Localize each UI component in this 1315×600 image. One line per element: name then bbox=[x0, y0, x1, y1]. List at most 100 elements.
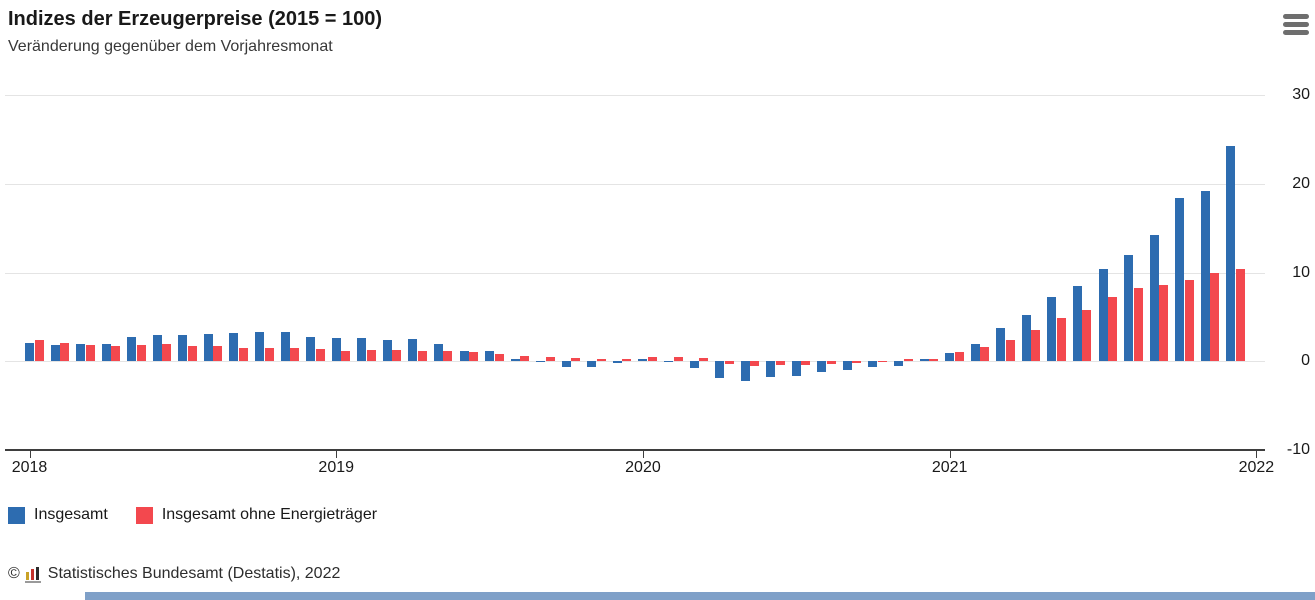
bar-insgesamt-ohne-energietraeger-2019-09[interactable] bbox=[545, 356, 555, 362]
bar-insgesamt-2019-07[interactable] bbox=[485, 351, 495, 362]
bar-insgesamt-2021-03[interactable] bbox=[996, 328, 1006, 362]
bar-insgesamt-ohne-energietraeger-2020-09[interactable] bbox=[852, 361, 862, 364]
bar-insgesamt-2019-03[interactable] bbox=[382, 339, 392, 362]
bar-insgesamt-ohne-energietraeger-2018-10[interactable] bbox=[264, 347, 274, 362]
bar-insgesamt-ohne-energietraeger-2018-05[interactable] bbox=[136, 345, 146, 362]
bar-insgesamt-2020-05[interactable] bbox=[740, 361, 750, 381]
bar-insgesamt-2019-06[interactable] bbox=[459, 350, 469, 362]
bar-insgesamt-ohne-energietraeger-2018-09[interactable] bbox=[238, 347, 248, 362]
bar-insgesamt-ohne-energietraeger-2019-03[interactable] bbox=[392, 349, 402, 362]
bar-insgesamt-2019-01[interactable] bbox=[331, 338, 341, 362]
bar-insgesamt-ohne-energietraeger-2019-11[interactable] bbox=[596, 358, 606, 362]
bar-insgesamt-ohne-energietraeger-2018-01[interactable] bbox=[34, 339, 44, 362]
bar-insgesamt-2021-08[interactable] bbox=[1124, 254, 1134, 362]
bar-insgesamt-ohne-energietraeger-2020-11[interactable] bbox=[903, 359, 913, 362]
bar-insgesamt-ohne-energietraeger-2018-12[interactable] bbox=[315, 348, 325, 362]
bar-insgesamt-ohne-energietraeger-2021-06[interactable] bbox=[1082, 309, 1092, 362]
bar-insgesamt-ohne-energietraeger-2021-01[interactable] bbox=[954, 352, 964, 362]
bar-insgesamt-ohne-energietraeger-2020-08[interactable] bbox=[826, 361, 836, 364]
bar-insgesamt-ohne-energietraeger-2021-08[interactable] bbox=[1133, 287, 1143, 362]
bar-insgesamt-ohne-energietraeger-2020-04[interactable] bbox=[724, 361, 734, 364]
legend: Insgesamt Insgesamt ohne Energieträger bbox=[8, 506, 377, 524]
bar-insgesamt-ohne-energietraeger-2021-10[interactable] bbox=[1184, 279, 1194, 362]
bar-insgesamt-2018-05[interactable] bbox=[127, 337, 137, 362]
bar-insgesamt-2021-09[interactable] bbox=[1149, 235, 1159, 362]
bar-insgesamt-ohne-energietraeger-2019-05[interactable] bbox=[443, 351, 453, 362]
bar-insgesamt-2018-09[interactable] bbox=[229, 332, 239, 362]
bar-insgesamt-ohne-energietraeger-2020-05[interactable] bbox=[750, 361, 760, 366]
bar-insgesamt-ohne-energietraeger-2020-10[interactable] bbox=[877, 361, 887, 363]
bar-insgesamt-2019-09[interactable] bbox=[536, 361, 546, 363]
bar-insgesamt-2019-05[interactable] bbox=[433, 344, 443, 362]
bar-insgesamt-ohne-energietraeger-2019-04[interactable] bbox=[417, 350, 427, 362]
bar-insgesamt-2021-05[interactable] bbox=[1047, 297, 1057, 362]
bar-insgesamt-2018-10[interactable] bbox=[255, 331, 265, 362]
bar-insgesamt-ohne-energietraeger-2018-02[interactable] bbox=[60, 342, 70, 362]
bar-insgesamt-2021-01[interactable] bbox=[945, 353, 955, 362]
bar-insgesamt-ohne-energietraeger-2018-06[interactable] bbox=[162, 344, 172, 362]
hamburger-bar bbox=[1283, 30, 1309, 35]
bar-insgesamt-2020-10[interactable] bbox=[868, 361, 878, 368]
bar-insgesamt-ohne-energietraeger-2021-05[interactable] bbox=[1056, 317, 1066, 362]
bar-insgesamt-2021-04[interactable] bbox=[1021, 315, 1031, 362]
bar-insgesamt-2019-10[interactable] bbox=[561, 361, 571, 367]
bar-insgesamt-2019-12[interactable] bbox=[612, 361, 622, 364]
bar-insgesamt-ohne-energietraeger-2019-02[interactable] bbox=[366, 349, 376, 362]
bar-insgesamt-ohne-energietraeger-2018-11[interactable] bbox=[290, 347, 300, 362]
bar-insgesamt-ohne-energietraeger-2019-01[interactable] bbox=[341, 350, 351, 362]
bar-insgesamt-2021-06[interactable] bbox=[1072, 285, 1082, 362]
bar-insgesamt-2020-09[interactable] bbox=[842, 361, 852, 371]
bar-insgesamt-2018-12[interactable] bbox=[306, 337, 316, 362]
bar-insgesamt-2018-08[interactable] bbox=[203, 333, 213, 362]
bar-insgesamt-2019-02[interactable] bbox=[357, 338, 367, 362]
bar-insgesamt-ohne-energietraeger-2019-12[interactable] bbox=[622, 358, 632, 362]
bar-insgesamt-ohne-energietraeger-2021-02[interactable] bbox=[980, 347, 990, 362]
bar-insgesamt-2020-07[interactable] bbox=[791, 361, 801, 377]
bar-insgesamt-ohne-energietraeger-2020-01[interactable] bbox=[647, 356, 657, 362]
bar-insgesamt-ohne-energietraeger-2018-04[interactable] bbox=[111, 346, 121, 362]
bar-insgesamt-2019-04[interactable] bbox=[408, 339, 418, 362]
bar-insgesamt-ohne-energietraeger-2020-06[interactable] bbox=[775, 361, 785, 365]
bar-insgesamt-2018-01[interactable] bbox=[25, 342, 34, 362]
bar-insgesamt-ohne-energietraeger-2021-11[interactable] bbox=[1210, 273, 1220, 362]
bar-insgesamt-ohne-energietraeger-2018-03[interactable] bbox=[85, 345, 95, 362]
hamburger-menu-icon[interactable] bbox=[1282, 12, 1310, 40]
bar-insgesamt-ohne-energietraeger-2019-06[interactable] bbox=[469, 352, 479, 362]
bar-insgesamt-2018-06[interactable] bbox=[152, 334, 162, 362]
bar-insgesamt-2020-06[interactable] bbox=[766, 361, 776, 378]
bar-insgesamt-2019-08[interactable] bbox=[510, 358, 520, 362]
bar-insgesamt-2021-02[interactable] bbox=[970, 344, 980, 362]
horizontal-scrollbar-thumb[interactable] bbox=[85, 592, 1315, 600]
bar-insgesamt-ohne-energietraeger-2021-07[interactable] bbox=[1108, 297, 1118, 362]
bar-insgesamt-2018-03[interactable] bbox=[76, 344, 86, 362]
bar-insgesamt-ohne-energietraeger-2019-07[interactable] bbox=[494, 354, 504, 362]
bar-insgesamt-ohne-energietraeger-2020-12[interactable] bbox=[929, 358, 939, 362]
bar-insgesamt-2020-01[interactable] bbox=[638, 359, 648, 362]
bar-insgesamt-ohne-energietraeger-2021-03[interactable] bbox=[1005, 339, 1015, 362]
bar-insgesamt-ohne-energietraeger-2021-09[interactable] bbox=[1159, 284, 1169, 362]
bar-insgesamt-2020-11[interactable] bbox=[894, 361, 904, 366]
bar-insgesamt-ohne-energietraeger-2019-08[interactable] bbox=[520, 355, 530, 362]
bar-insgesamt-ohne-energietraeger-2020-02[interactable] bbox=[673, 356, 683, 362]
bar-insgesamt-2018-11[interactable] bbox=[280, 331, 290, 362]
bar-insgesamt-ohne-energietraeger-2018-08[interactable] bbox=[213, 346, 223, 362]
bar-insgesamt-2021-12[interactable] bbox=[1226, 146, 1236, 362]
bar-insgesamt-2020-12[interactable] bbox=[919, 359, 929, 362]
bar-insgesamt-2018-02[interactable] bbox=[50, 345, 60, 362]
bar-insgesamt-2021-10[interactable] bbox=[1175, 197, 1185, 362]
bar-insgesamt-ohne-energietraeger-2020-07[interactable] bbox=[801, 361, 811, 365]
bar-insgesamt-2020-02[interactable] bbox=[664, 361, 673, 363]
bar-insgesamt-ohne-energietraeger-2021-04[interactable] bbox=[1031, 330, 1041, 362]
bar-insgesamt-2021-11[interactable] bbox=[1200, 190, 1210, 362]
bar-insgesamt-2019-11[interactable] bbox=[587, 361, 597, 368]
bar-insgesamt-2020-08[interactable] bbox=[817, 361, 827, 372]
bar-insgesamt-ohne-energietraeger-2021-12[interactable] bbox=[1235, 268, 1245, 362]
bar-insgesamt-ohne-energietraeger-2020-03[interactable] bbox=[699, 357, 709, 362]
bar-insgesamt-2021-07[interactable] bbox=[1098, 268, 1108, 362]
bar-insgesamt-ohne-energietraeger-2018-07[interactable] bbox=[187, 346, 197, 362]
bar-insgesamt-2018-04[interactable] bbox=[101, 343, 111, 362]
bar-insgesamt-ohne-energietraeger-2019-10[interactable] bbox=[571, 357, 581, 362]
bar-insgesamt-2020-03[interactable] bbox=[689, 361, 699, 369]
bar-insgesamt-2020-04[interactable] bbox=[715, 361, 725, 379]
bar-insgesamt-2018-07[interactable] bbox=[178, 334, 188, 362]
